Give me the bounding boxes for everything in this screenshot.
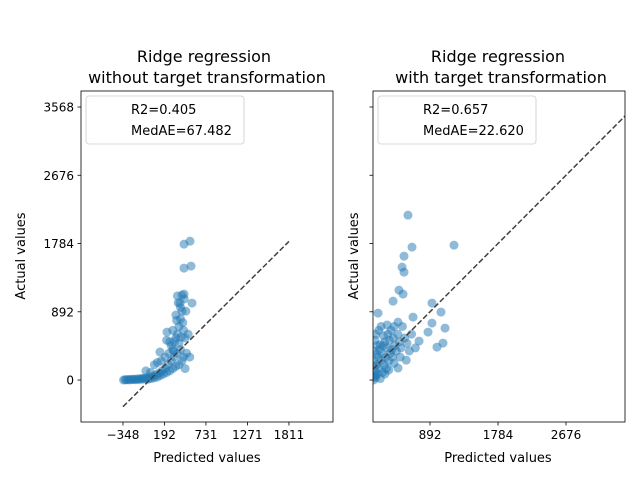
data-point <box>179 294 189 304</box>
right-ylabel: Actual values <box>347 212 362 299</box>
data-point <box>165 337 175 347</box>
data-point <box>172 291 182 301</box>
data-point <box>407 242 417 252</box>
data-point <box>389 321 399 331</box>
data-point <box>402 338 412 348</box>
y-tick-label: 0 <box>66 374 74 388</box>
x-tick-label: 1784 <box>483 428 514 442</box>
left-subplot: Ridge regression without target transfor… <box>14 47 334 466</box>
data-point <box>449 240 459 250</box>
axes-frame <box>372 90 626 423</box>
x-tick-label: 1271 <box>232 428 263 442</box>
data-point <box>427 318 437 328</box>
left-title-line2: without target transformation <box>88 68 326 87</box>
legend-box <box>85 95 245 145</box>
data-point <box>375 340 385 350</box>
y-tick-label: 3568 <box>43 100 74 114</box>
data-point <box>155 347 165 357</box>
data-point <box>373 349 382 359</box>
x-tick-label: 892 <box>419 428 442 442</box>
data-point <box>187 298 197 308</box>
diagonal-reference-line <box>122 240 290 408</box>
right-xlabel: Predicted values <box>444 451 552 466</box>
data-point <box>185 236 195 246</box>
data-point <box>168 325 178 335</box>
legend-entry: R2=0.405 <box>131 103 196 118</box>
data-point <box>179 263 189 273</box>
data-point <box>373 361 380 371</box>
data-point <box>427 298 437 308</box>
data-point <box>145 367 155 377</box>
data-point <box>399 267 409 277</box>
x-tick-label: 2676 <box>551 428 582 442</box>
data-point <box>410 343 420 353</box>
data-point <box>176 332 186 342</box>
legend-box <box>377 95 537 145</box>
left-ylabel: Actual values <box>14 212 29 299</box>
data-point <box>401 355 411 365</box>
points-group <box>119 236 290 408</box>
data-point <box>178 318 188 328</box>
legend-entry: MedAE=67.482 <box>131 124 232 139</box>
x-tick-label: 192 <box>153 428 176 442</box>
data-point <box>432 342 442 352</box>
data-point <box>398 289 408 299</box>
data-point <box>373 308 383 318</box>
data-point <box>373 370 380 380</box>
axes-frame <box>80 90 334 423</box>
data-point <box>388 296 398 306</box>
x-tick-label: −348 <box>106 428 139 442</box>
left-xlabel: Predicted values <box>153 451 261 466</box>
legend-entry: MedAE=22.620 <box>423 124 524 139</box>
y-tick-label: 892 <box>51 305 74 319</box>
data-point <box>185 352 195 362</box>
right-title-line1: Ridge regression <box>431 47 565 66</box>
diagonal-reference-line <box>373 115 625 370</box>
x-tick-label: 731 <box>194 428 217 442</box>
data-point <box>384 365 394 375</box>
y-tick-label: 2676 <box>43 169 74 183</box>
left-title-line1: Ridge regression <box>137 47 271 66</box>
data-point <box>414 336 424 346</box>
data-point <box>436 307 446 317</box>
data-point <box>382 320 392 330</box>
data-point <box>183 329 193 339</box>
data-point <box>393 329 403 339</box>
data-point <box>378 331 388 341</box>
data-point <box>397 321 407 331</box>
data-point <box>440 323 450 333</box>
x-tick-label: 1811 <box>274 428 305 442</box>
data-point <box>396 343 406 353</box>
points-group <box>373 115 625 385</box>
y-tick-label: 1784 <box>43 237 74 251</box>
data-point <box>423 327 433 337</box>
data-point <box>389 358 399 368</box>
data-point <box>399 251 409 261</box>
data-point <box>175 302 185 312</box>
data-point <box>180 364 190 374</box>
legend-entry: R2=0.657 <box>423 103 488 118</box>
data-point <box>403 210 413 220</box>
right-title-line2: with target transformation <box>395 68 607 87</box>
data-point <box>408 312 418 322</box>
data-point <box>186 261 196 271</box>
right-subplot: Ridge regression with target transformat… <box>347 47 626 466</box>
